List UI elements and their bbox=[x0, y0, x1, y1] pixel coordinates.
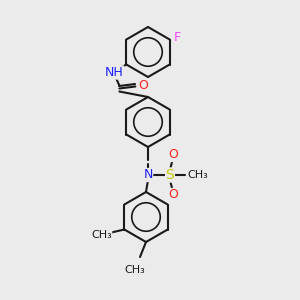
Text: CH₃: CH₃ bbox=[124, 265, 146, 275]
Text: CH₃: CH₃ bbox=[188, 170, 208, 180]
Text: O: O bbox=[168, 148, 178, 161]
Text: F: F bbox=[174, 31, 181, 44]
Text: O: O bbox=[168, 188, 178, 202]
Text: S: S bbox=[166, 168, 174, 182]
Text: N: N bbox=[143, 169, 153, 182]
Text: O: O bbox=[138, 79, 148, 92]
Text: NH: NH bbox=[105, 66, 124, 79]
Text: CH₃: CH₃ bbox=[91, 230, 112, 239]
